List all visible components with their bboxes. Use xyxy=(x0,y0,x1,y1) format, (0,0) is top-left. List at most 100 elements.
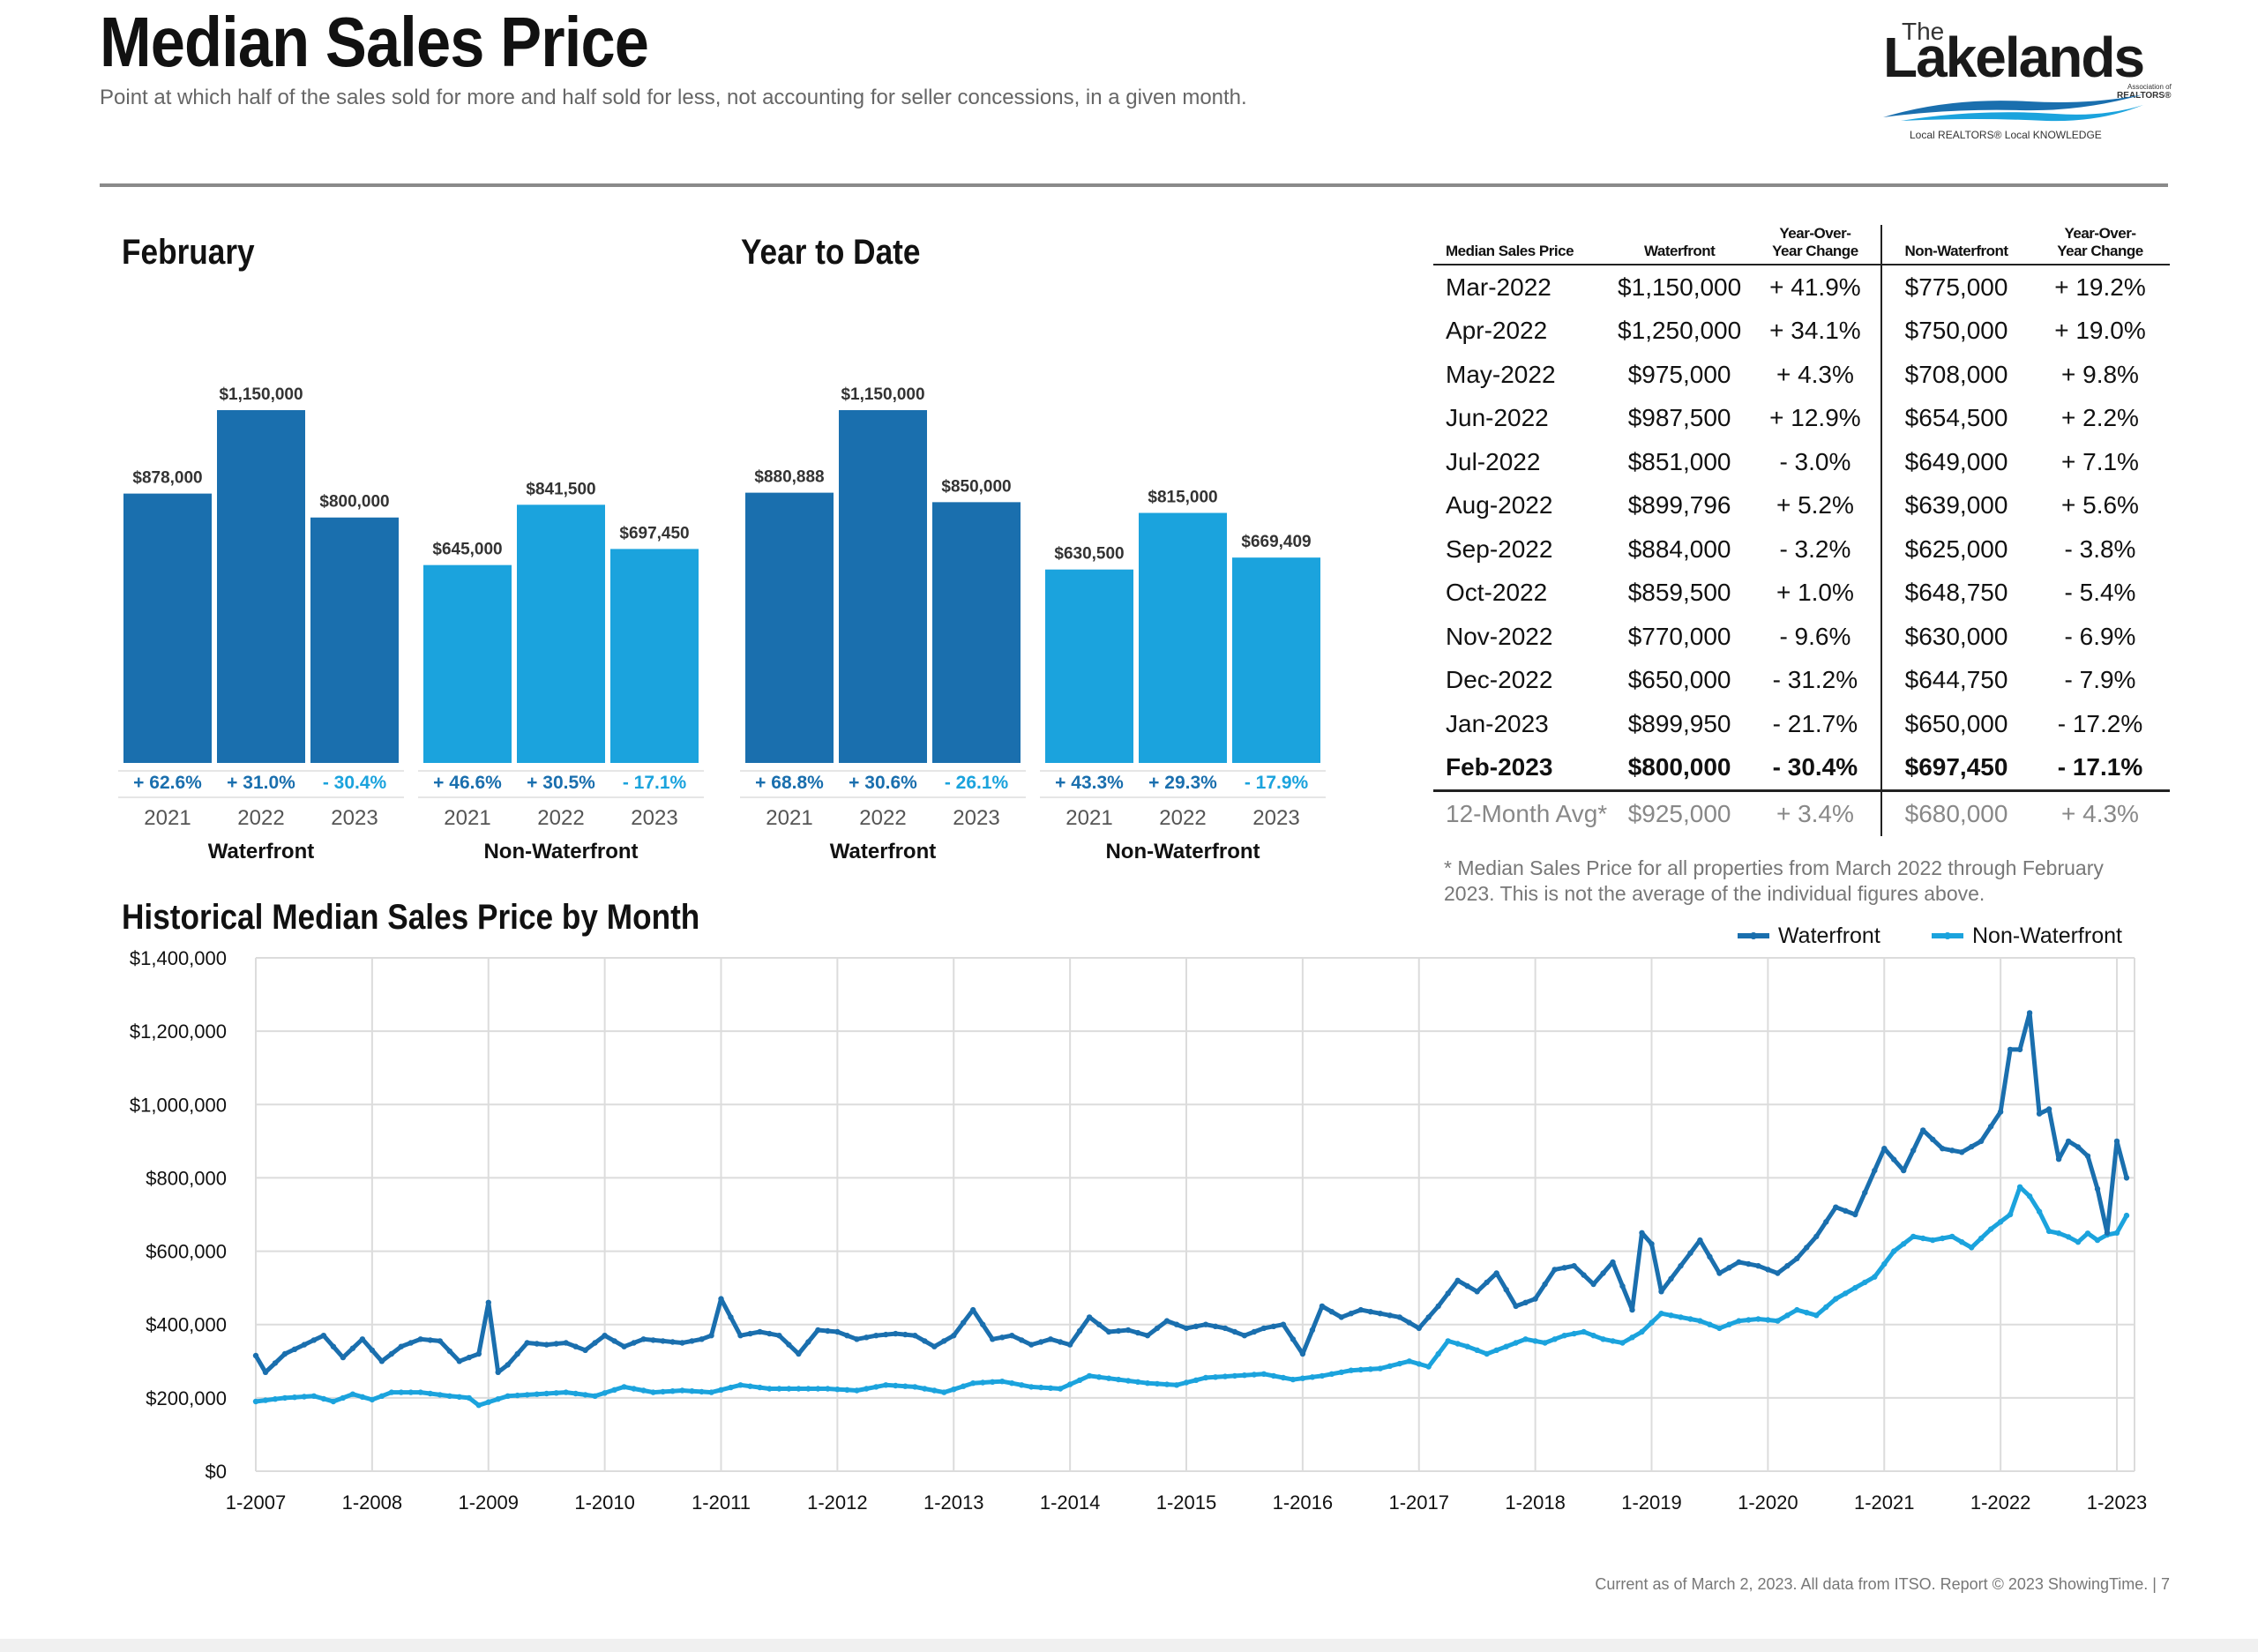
series-point xyxy=(1736,1318,1742,1324)
x-tick-label: 1-2021 xyxy=(1854,1491,1915,1514)
series-point xyxy=(417,1336,423,1342)
bar-value-label: $878,000 xyxy=(132,469,202,488)
series-point xyxy=(786,1342,792,1348)
series-point xyxy=(1406,1319,1413,1326)
series-point xyxy=(1057,1339,1064,1345)
series-point xyxy=(1299,1375,1306,1381)
series-point xyxy=(1328,1309,1335,1315)
logo-tagline: Local REALTORS® Local KNOWLEDGE xyxy=(1910,129,2102,141)
series-point xyxy=(1600,1336,1606,1342)
table-cell: + 12.9% xyxy=(1749,396,1883,440)
series-point xyxy=(310,1393,318,1400)
table-cell: - 17.2% xyxy=(2057,709,2143,737)
y-tick-label: $600,000 xyxy=(146,1241,227,1263)
table-cell: $649,000 xyxy=(1904,447,2008,475)
table-cell: - 3.8% xyxy=(2064,534,2136,563)
series-point xyxy=(980,1321,986,1327)
series-point xyxy=(1416,1325,1423,1332)
series-point xyxy=(669,1388,676,1394)
series-point xyxy=(2045,1228,2052,1235)
series-point xyxy=(582,1392,588,1398)
series-point xyxy=(1843,1290,1849,1297)
february-title: February xyxy=(122,233,255,272)
series-point xyxy=(1668,1312,1674,1319)
bar-value-label: $1,150,000 xyxy=(841,385,924,404)
series-point xyxy=(1532,1338,1538,1344)
series-point xyxy=(1987,1226,1994,1232)
bar-waterfront-2022 xyxy=(839,410,927,763)
series-point xyxy=(776,1333,782,1339)
series-point xyxy=(747,1330,753,1337)
series-point xyxy=(728,1384,734,1391)
series-point xyxy=(708,1333,714,1339)
logo-assoc-2: REALTORS® xyxy=(2117,91,2172,101)
x-tick-label: 1-2015 xyxy=(1156,1491,1217,1514)
table-cell: $654,500 xyxy=(1904,404,2008,432)
series-point xyxy=(1367,1309,1374,1315)
series-point xyxy=(2065,1138,2072,1145)
page-subtitle: Point at which half of the sales sold fo… xyxy=(100,86,1247,109)
series-point xyxy=(388,1389,395,1395)
series-point xyxy=(1425,1364,1432,1370)
series-point xyxy=(2055,1230,2062,1237)
table-row: Apr-2022 $1,250,000 + 34.1% $750,000 + 19.0% xyxy=(1433,309,2170,353)
series-point xyxy=(2104,1230,2111,1237)
series-point xyxy=(1212,1323,1219,1330)
series-point xyxy=(1028,1384,1035,1390)
series-point xyxy=(1987,1124,1994,1130)
series-point xyxy=(737,1382,744,1388)
series-point xyxy=(1280,1374,1287,1381)
series-point xyxy=(475,1350,482,1357)
series-point xyxy=(2084,1230,2091,1237)
table-cell: $775,000 xyxy=(1904,273,2008,301)
table-row: Dec-2022 $650,000 - 31.2% $644,750 - 7.9% xyxy=(1433,658,2170,702)
series-point xyxy=(650,1389,656,1395)
series-point xyxy=(359,1336,366,1342)
series-point xyxy=(466,1394,472,1402)
table-cell: 12-Month Avg* xyxy=(1446,799,1608,827)
series-point xyxy=(1949,1147,1955,1154)
series-point xyxy=(2026,1010,2033,1016)
series-point xyxy=(1173,1321,1180,1327)
series-point xyxy=(407,1389,414,1395)
series-point xyxy=(1687,1250,1694,1256)
series-point xyxy=(1959,1149,1965,1155)
series-point xyxy=(572,1390,579,1397)
x-tick-label: 1-2010 xyxy=(574,1491,635,1514)
series-point xyxy=(1639,1328,1645,1335)
series-point xyxy=(1009,1333,1015,1339)
bar-change-label: + 30.5% xyxy=(527,773,595,793)
series-point xyxy=(407,1340,414,1346)
series-point xyxy=(1852,1284,1858,1291)
series-point xyxy=(524,1340,530,1346)
bar-waterfront-2023 xyxy=(310,517,399,763)
bar-group-label: Waterfront xyxy=(830,840,936,863)
logo-wave-1 xyxy=(1883,94,2143,117)
series-point xyxy=(854,1336,860,1342)
series-point xyxy=(961,1383,967,1389)
series-point xyxy=(592,1340,598,1346)
series-point xyxy=(398,1343,404,1349)
series-point xyxy=(2084,1153,2091,1159)
series-point xyxy=(970,1306,976,1313)
table-cell: $859,500 xyxy=(1627,579,1731,607)
series-point xyxy=(699,1336,705,1342)
table-cell: - 3.2% xyxy=(1749,527,1883,572)
table-cell: Dec-2022 xyxy=(1446,666,1553,694)
series-point xyxy=(1309,1327,1316,1334)
series-point xyxy=(398,1389,404,1395)
bar-group-label: Waterfront xyxy=(208,840,314,863)
series-point xyxy=(621,1384,627,1390)
monthly-median-table: Median Sales Price Waterfront Year-Over-… xyxy=(1433,225,2170,836)
table-cell: - 30.4% xyxy=(1749,745,1883,792)
series-point xyxy=(2113,1230,2120,1237)
series-point xyxy=(1775,1318,1781,1324)
series-point xyxy=(272,1396,279,1402)
series-point xyxy=(572,1343,579,1349)
series-point xyxy=(1784,1312,1791,1319)
bar-year-label: 2023 xyxy=(331,806,378,830)
series-point xyxy=(1348,1311,1355,1317)
series-point xyxy=(2123,1175,2130,1181)
series-point xyxy=(951,1333,957,1339)
bar-change-label: + 46.6% xyxy=(433,773,502,793)
